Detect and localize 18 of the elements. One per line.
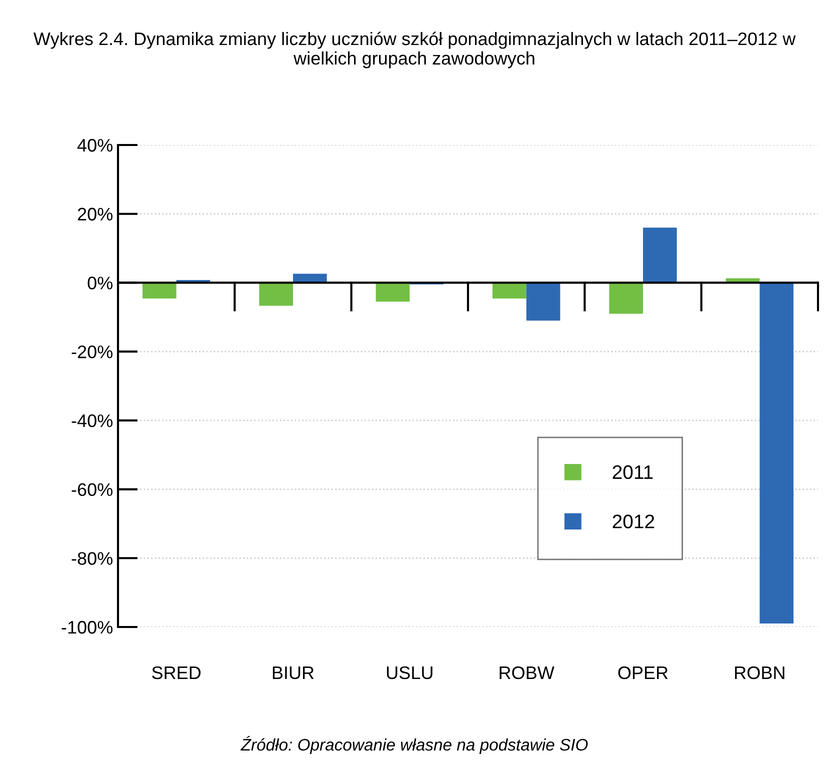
x-tick-label: USLU: [386, 666, 432, 680]
y-tick-label: -40%: [72, 414, 112, 428]
text: Źródło: Opracowanie własne na podstawie SIO: [240, 736, 588, 754]
x-tick-label: SRED: [152, 666, 201, 680]
y-tick-label: -60%: [72, 483, 112, 496]
x-tick-label: OPER: [618, 666, 668, 680]
y-tick-label: -100%: [62, 620, 112, 634]
y-tick-label: 20%: [78, 208, 112, 221]
x-tick-label: ROBW: [500, 666, 554, 680]
x-tick-label: ROBN: [735, 666, 784, 680]
y-tick-label: -80%: [72, 552, 112, 565]
y-tick-label: -20%: [72, 346, 112, 358]
legend-label: 2012: [612, 514, 654, 528]
chart-title: Wykres 2.4. Dynamika zmiany liczby uczniów szkół ponadgimnazjalnych w latach 2011–2012 w wielkich grupach zawodowych: [33, 32, 796, 68]
legend-label: 2011: [612, 465, 653, 480]
x-tick-label: BIUR: [272, 666, 314, 680]
y-tick-label: 40%: [77, 138, 112, 152]
y-tick-label: 0%: [88, 276, 112, 290]
